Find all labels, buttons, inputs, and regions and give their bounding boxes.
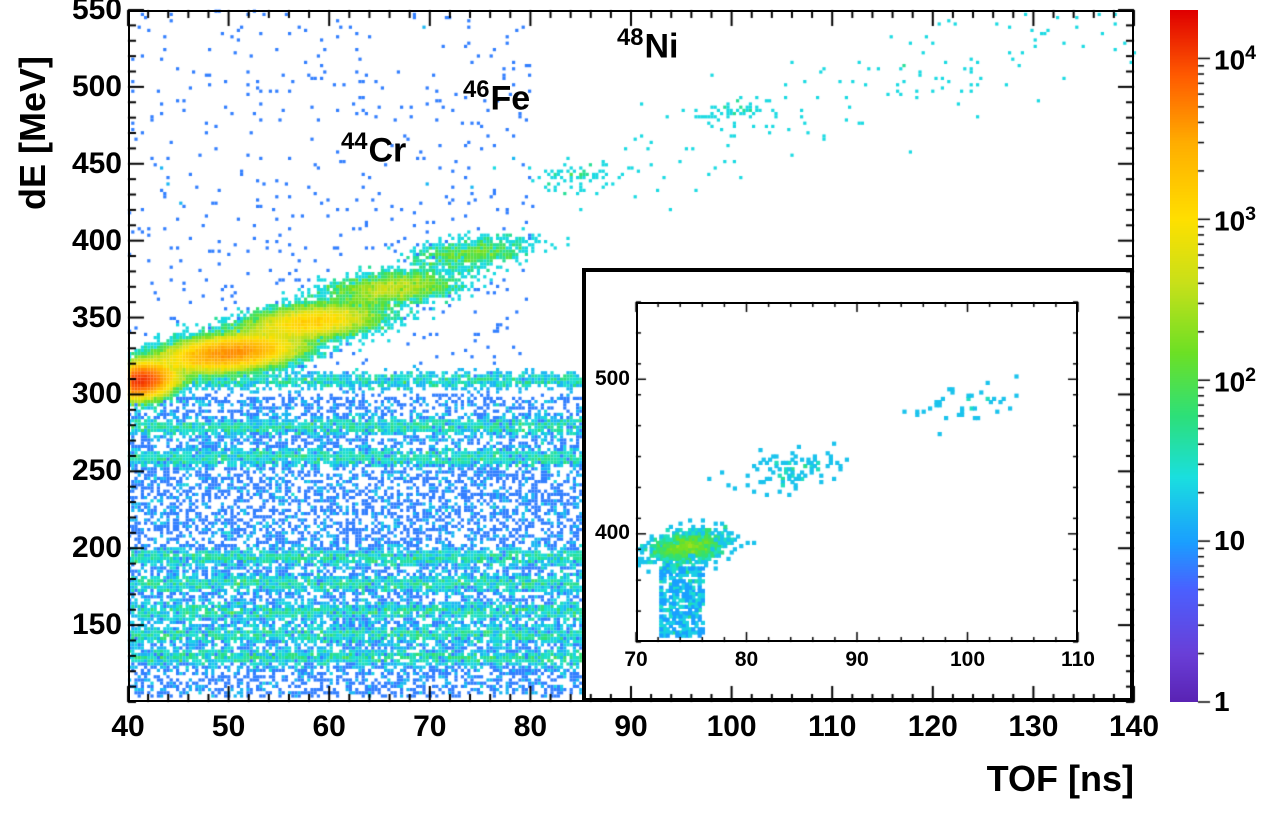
inset-x-tick-label: 110: [1058, 648, 1098, 672]
x-tick-label: 50: [199, 710, 259, 744]
y-tick-label: 300: [72, 377, 122, 411]
colorbar-tick-label: 104: [1214, 42, 1256, 76]
x-tick-label: 120: [903, 710, 963, 744]
y-tick-label: 200: [72, 531, 122, 565]
y-tick-label: 350: [72, 301, 122, 335]
chart-root: dE [MeV] TOF [ns] 44Cr46Fe48Ni 405060708…: [0, 0, 1279, 815]
inset-x-tick-label: 100: [948, 648, 988, 672]
colorbar-tick-label: 103: [1214, 203, 1256, 237]
inset-x-tick-label: 80: [727, 648, 767, 672]
inset-x-tick-label: 70: [616, 648, 656, 672]
colorbar-tick-label: 1: [1214, 686, 1230, 718]
colorbar-tick-label: 102: [1214, 364, 1256, 398]
y-tick-label: 550: [72, 0, 122, 27]
y-tick-label: 150: [72, 608, 122, 642]
y-tick-label: 250: [72, 454, 122, 488]
x-tick-label: 110: [802, 710, 862, 744]
axis-ticks-canvas: [0, 0, 1279, 815]
inset-y-tick-label: 500: [595, 367, 630, 391]
x-tick-label: 70: [400, 710, 460, 744]
x-tick-label: 130: [1003, 710, 1063, 744]
x-tick-label: 60: [299, 710, 359, 744]
inset-x-tick-label: 90: [837, 648, 877, 672]
x-tick-label: 90: [601, 710, 661, 744]
y-tick-label: 450: [72, 147, 122, 181]
inset-y-tick-label: 400: [595, 521, 630, 545]
x-tick-label: 40: [98, 710, 158, 744]
y-tick-label: 500: [72, 70, 122, 104]
x-tick-label: 140: [1104, 710, 1164, 744]
colorbar-tick-label: 10: [1214, 525, 1245, 557]
x-tick-label: 80: [500, 710, 560, 744]
x-tick-label: 100: [702, 710, 762, 744]
y-tick-label: 400: [72, 224, 122, 258]
